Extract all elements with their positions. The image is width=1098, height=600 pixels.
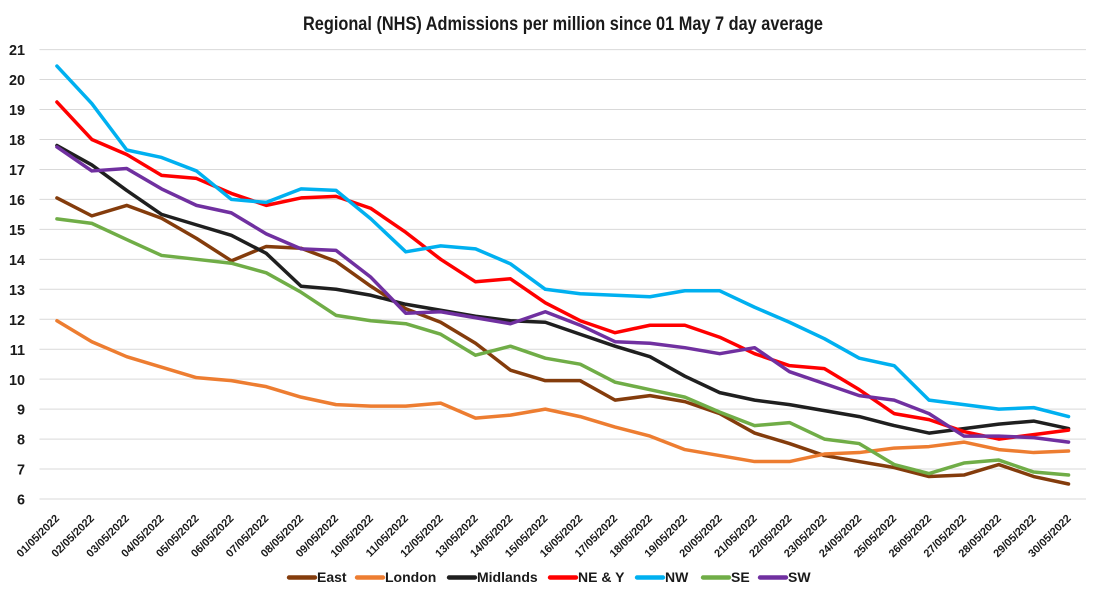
svg-text:SW: SW — [788, 569, 811, 585]
svg-text:SE: SE — [731, 569, 750, 585]
svg-text:London: London — [385, 569, 436, 585]
svg-text:15: 15 — [9, 223, 25, 239]
svg-text:17: 17 — [9, 163, 25, 179]
svg-text:NE & Y: NE & Y — [578, 569, 625, 585]
svg-text:10: 10 — [9, 373, 25, 389]
svg-text:Regional (NHS) Admissions per: Regional (NHS) Admissions per million si… — [303, 14, 823, 35]
svg-text:8: 8 — [17, 433, 25, 449]
svg-text:14: 14 — [9, 253, 25, 269]
svg-text:12: 12 — [9, 313, 25, 329]
svg-text:7: 7 — [17, 463, 25, 479]
svg-text:13: 13 — [9, 283, 25, 299]
svg-text:16: 16 — [9, 193, 25, 209]
svg-text:Midlands: Midlands — [477, 569, 538, 585]
svg-text:19: 19 — [9, 103, 25, 119]
svg-text:6: 6 — [17, 493, 25, 509]
svg-text:21: 21 — [9, 43, 25, 59]
svg-text:9: 9 — [17, 403, 25, 419]
svg-text:18: 18 — [9, 133, 25, 149]
svg-text:20: 20 — [9, 73, 25, 89]
svg-text:East: East — [317, 569, 347, 585]
svg-text:11: 11 — [10, 343, 25, 359]
svg-text:NW: NW — [665, 569, 689, 585]
